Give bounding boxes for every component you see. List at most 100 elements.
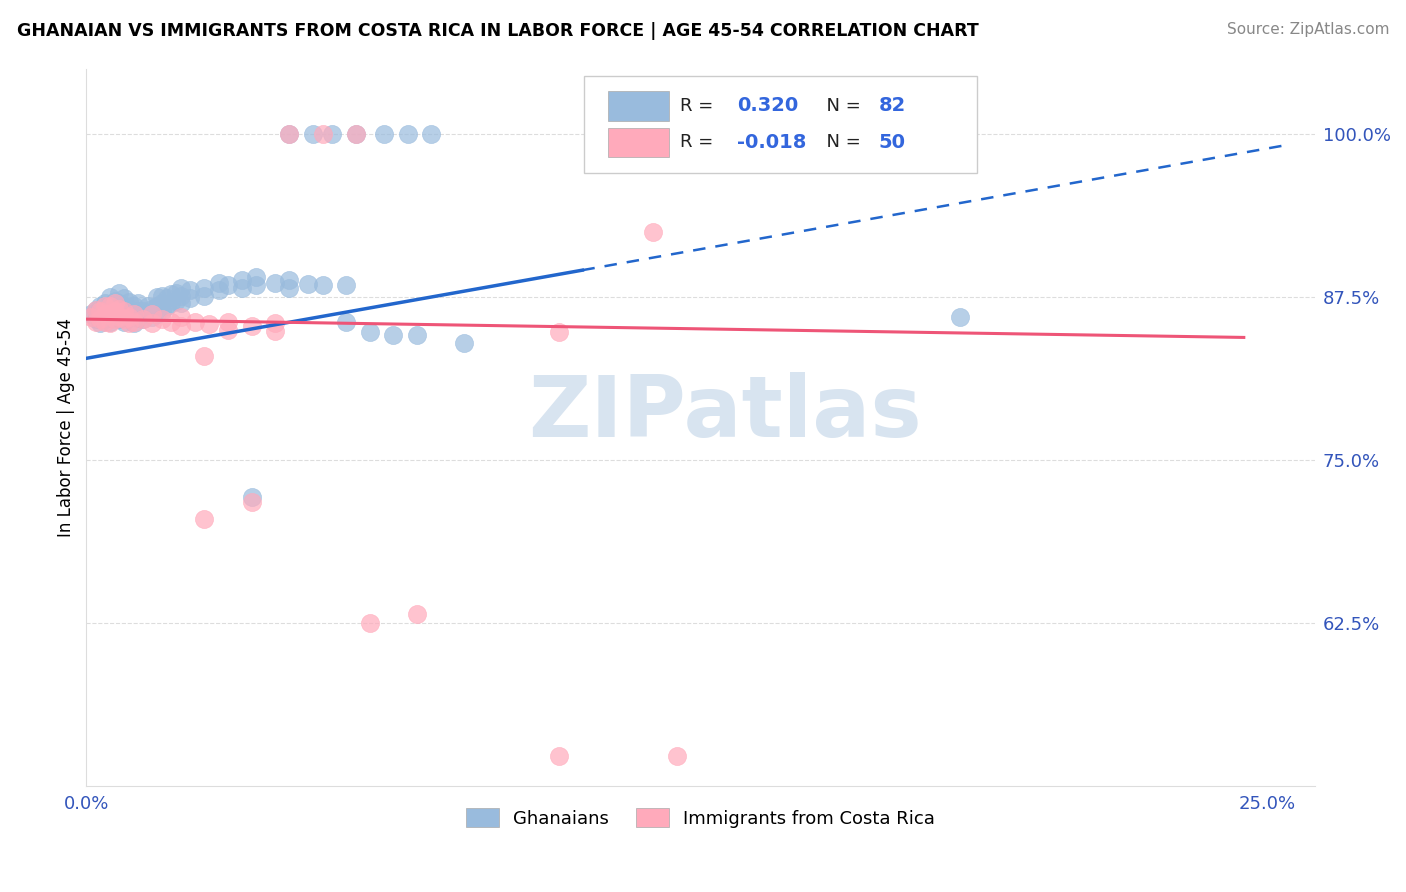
Point xyxy=(302,127,325,141)
Point xyxy=(84,303,107,318)
Point xyxy=(278,127,301,141)
Point xyxy=(335,315,357,329)
Point xyxy=(89,304,111,318)
Point xyxy=(104,304,127,318)
Text: 0.320: 0.320 xyxy=(737,96,799,115)
Point xyxy=(104,293,127,308)
Point xyxy=(127,296,149,310)
Text: N =: N = xyxy=(814,133,866,152)
Point xyxy=(217,323,239,337)
Point xyxy=(89,316,111,330)
Point xyxy=(112,299,135,313)
Point xyxy=(122,307,145,321)
Point xyxy=(406,607,429,622)
Point xyxy=(118,301,141,316)
Point xyxy=(179,284,201,298)
Point xyxy=(150,312,173,326)
Point xyxy=(141,307,163,321)
Point xyxy=(104,301,127,316)
Point xyxy=(335,278,357,293)
Point xyxy=(127,304,149,318)
Point xyxy=(382,327,405,342)
Point xyxy=(118,310,141,324)
Point xyxy=(160,296,183,310)
Y-axis label: In Labor Force | Age 45-54: In Labor Force | Age 45-54 xyxy=(58,318,75,537)
Point xyxy=(94,312,117,326)
Point xyxy=(146,299,169,313)
Point xyxy=(141,316,163,330)
Point xyxy=(311,127,333,141)
Point xyxy=(84,303,107,318)
Point xyxy=(108,296,131,310)
Point xyxy=(150,288,173,302)
Text: 50: 50 xyxy=(879,133,905,152)
Point xyxy=(155,291,177,305)
Point xyxy=(89,312,111,326)
Point xyxy=(98,307,121,321)
Point xyxy=(207,276,229,290)
Point xyxy=(453,335,475,350)
Point xyxy=(150,296,173,310)
Point xyxy=(198,318,221,332)
Point xyxy=(170,296,193,310)
Point xyxy=(406,327,429,342)
Text: 82: 82 xyxy=(879,96,905,115)
Point xyxy=(184,315,207,329)
Point xyxy=(132,312,155,326)
Point xyxy=(150,304,173,318)
Point xyxy=(141,310,163,324)
Point xyxy=(98,315,121,329)
Point xyxy=(665,749,688,764)
Point xyxy=(278,273,301,287)
Point xyxy=(104,296,127,310)
Point xyxy=(373,127,395,141)
Point xyxy=(94,305,117,319)
Point xyxy=(165,286,187,301)
Point xyxy=(108,312,131,326)
Point xyxy=(80,310,103,324)
Point xyxy=(112,312,135,326)
Point xyxy=(127,310,149,325)
Point xyxy=(278,127,301,141)
Point xyxy=(146,290,169,304)
Point xyxy=(98,299,121,313)
Point xyxy=(94,315,117,329)
Point xyxy=(160,287,183,301)
Point xyxy=(240,495,263,509)
Point xyxy=(547,325,569,339)
Point xyxy=(84,312,107,326)
Point xyxy=(84,315,107,329)
Point xyxy=(122,316,145,330)
Point xyxy=(108,301,131,316)
Point xyxy=(132,312,155,326)
Point xyxy=(193,512,215,526)
Point xyxy=(98,316,121,330)
Point xyxy=(108,286,131,301)
Point xyxy=(112,315,135,329)
Point xyxy=(245,278,267,293)
Point xyxy=(141,301,163,316)
Point xyxy=(170,318,193,333)
Text: ZIPatlas: ZIPatlas xyxy=(529,372,922,455)
Text: R =: R = xyxy=(679,97,718,115)
Text: N =: N = xyxy=(814,97,866,115)
Point xyxy=(231,281,253,295)
Point xyxy=(949,310,972,324)
Point xyxy=(193,349,215,363)
Point xyxy=(643,225,665,239)
FancyBboxPatch shape xyxy=(609,91,668,120)
Text: Source: ZipAtlas.com: Source: ZipAtlas.com xyxy=(1226,22,1389,37)
Point xyxy=(94,299,117,313)
Point xyxy=(297,277,319,291)
Point xyxy=(396,127,419,141)
Point xyxy=(217,315,239,329)
Text: -0.018: -0.018 xyxy=(737,133,807,152)
Point xyxy=(359,325,381,339)
Point xyxy=(193,281,215,295)
Point xyxy=(118,310,141,324)
Point xyxy=(321,127,343,141)
Point xyxy=(118,295,141,310)
Point xyxy=(98,290,121,304)
Point xyxy=(112,307,135,321)
Point xyxy=(89,310,111,324)
